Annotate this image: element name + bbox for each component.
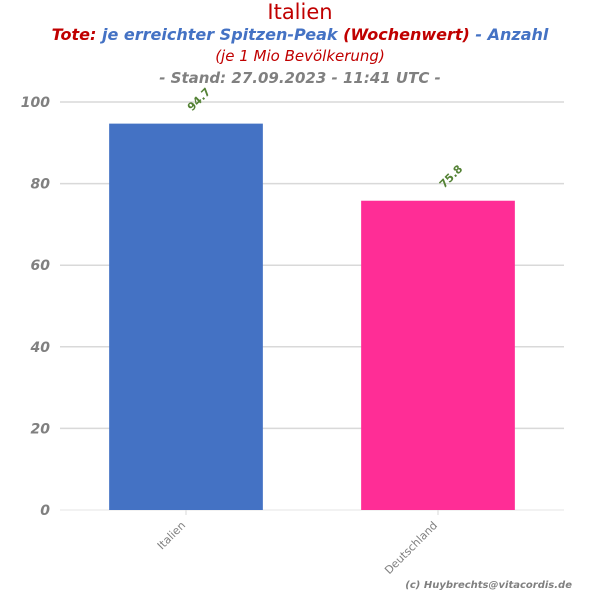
bar-deutschland [361, 200, 515, 510]
y-tick-label: 40 [30, 340, 51, 356]
chart-subtitle: Tote: je erreichter Spitzen-Peak (Wochen… [0, 24, 600, 46]
chart-subtitle-population: (je 1 Mio Bevölkerung) [215, 47, 385, 65]
credit-text: (c) Huybrechts@vitacordis.de [405, 580, 572, 591]
y-tick-label: 0 [40, 503, 50, 519]
y-tick-label: 20 [31, 421, 51, 437]
y-tick-label: 100 [21, 95, 50, 111]
data-label: 94.7 [185, 85, 213, 113]
subtitle-part-tote: Tote: [51, 25, 97, 44]
subtitle-part-anzahl: - Anzahl [475, 25, 549, 44]
subtitle-part-wochenwert: (Wochenwert) [343, 25, 470, 44]
chart-subtitle-timestamp: - Stand: 27.09.2023 - 11:41 UTC - [159, 69, 441, 87]
x-tick-label: Italien [155, 519, 188, 552]
x-tick-label: Deutschland [382, 519, 440, 577]
subtitle-part-peak: je erreichter Spitzen-Peak [101, 25, 338, 44]
y-tick-label: 80 [31, 177, 51, 193]
data-label: 75.8 [437, 162, 465, 190]
bar-italien [109, 123, 263, 511]
chart-title: Italien [267, 0, 333, 24]
y-tick-label: 60 [31, 258, 51, 274]
